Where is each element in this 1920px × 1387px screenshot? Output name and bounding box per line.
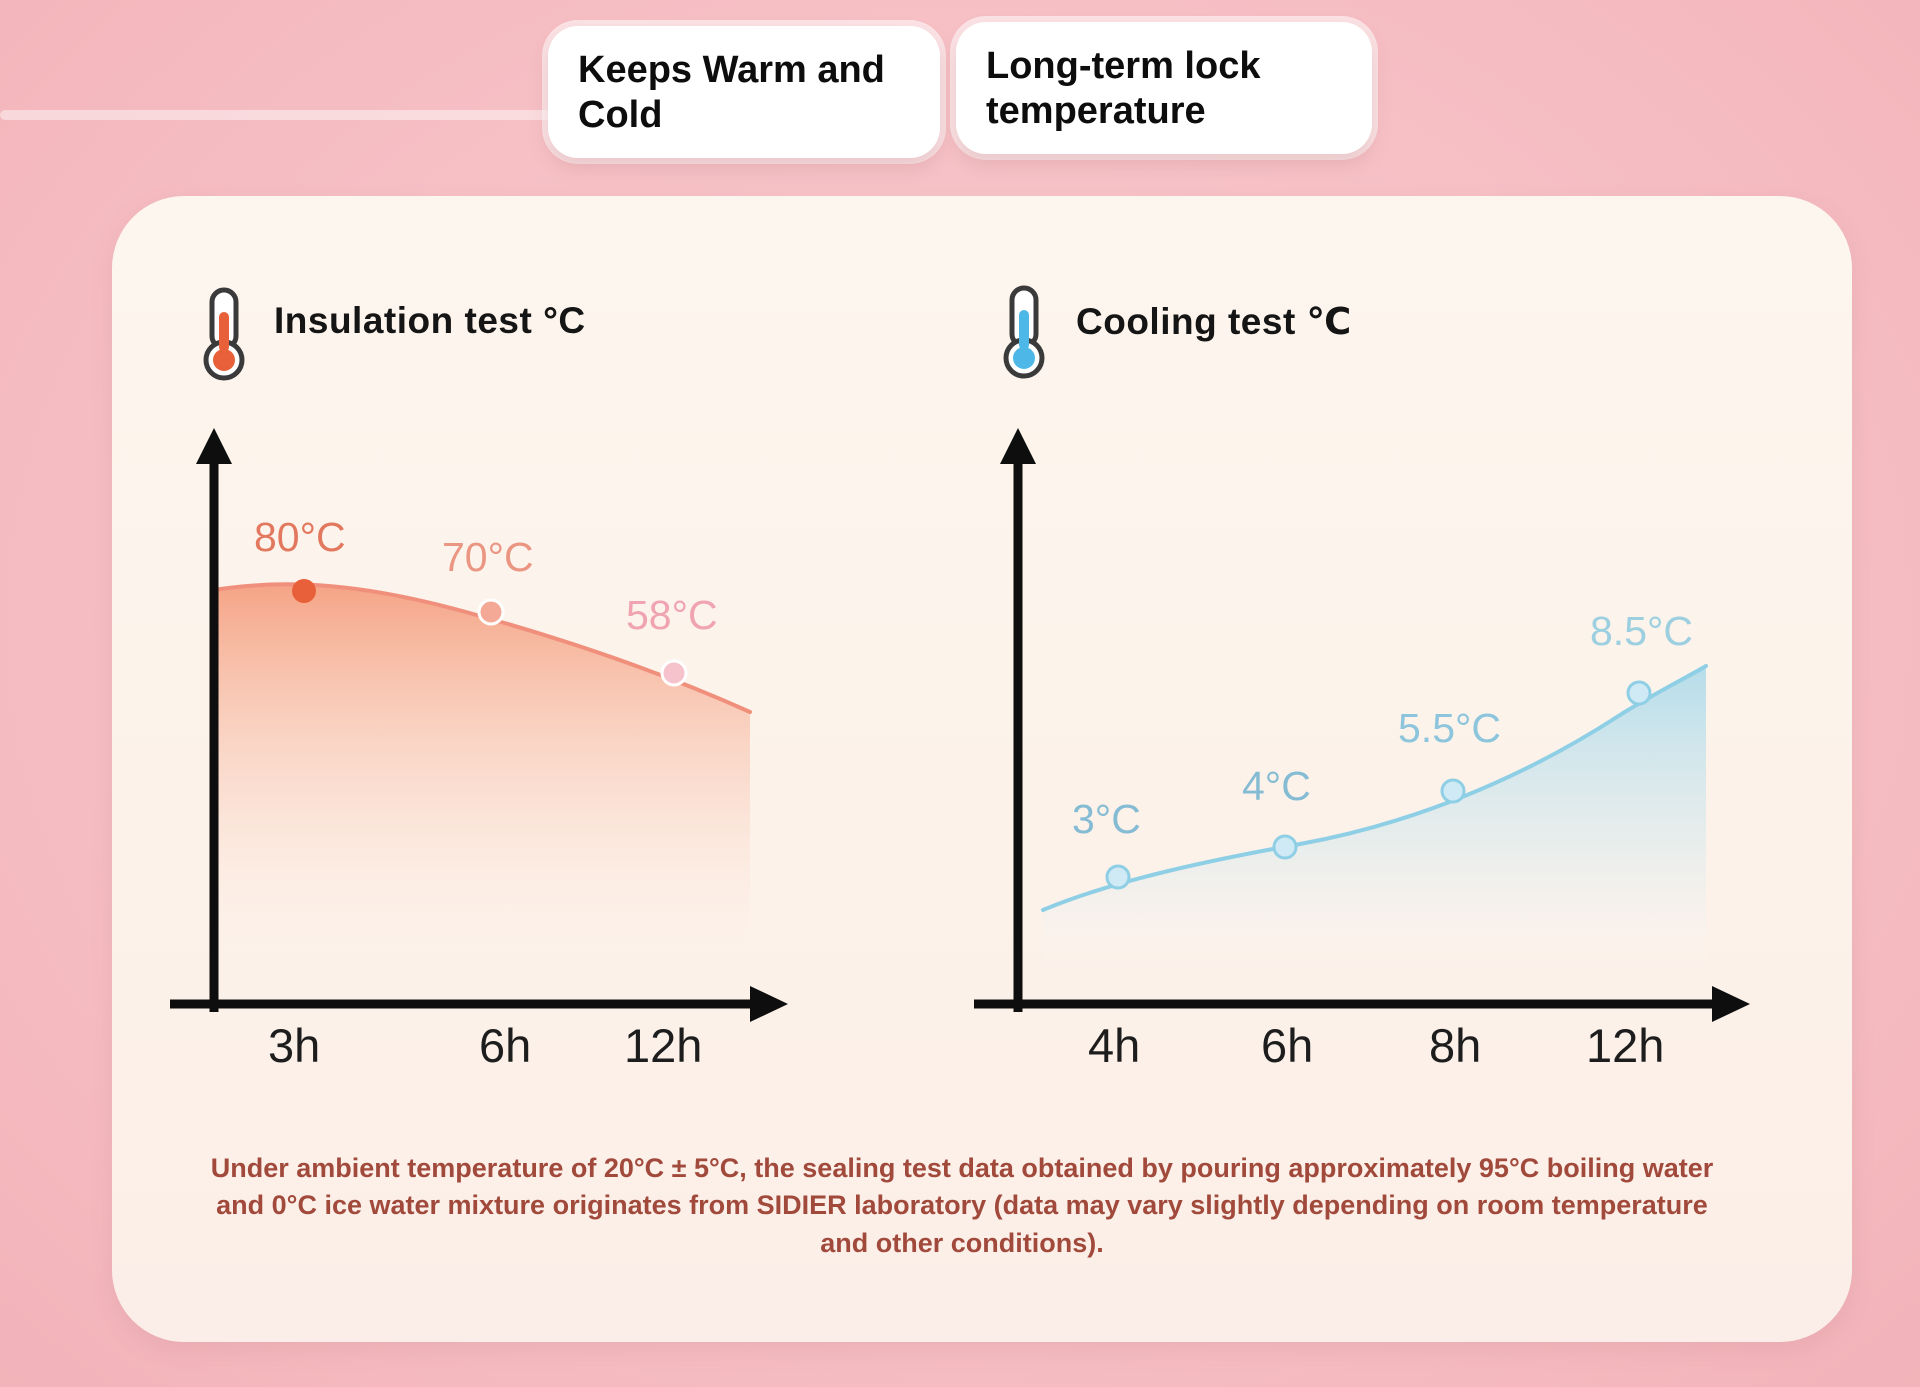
point-label-80c: 80°C — [254, 514, 346, 560]
x-axis-arrowhead — [1712, 986, 1750, 1022]
decorative-stripe — [0, 110, 560, 120]
data-point-80c — [292, 579, 316, 603]
insulation-area-fill — [214, 584, 750, 976]
tick-12h: 12h — [1586, 1019, 1665, 1072]
y-axis-arrowhead — [1000, 428, 1036, 464]
data-point-4c — [1272, 834, 1298, 860]
y-axis-arrowhead — [196, 428, 232, 464]
data-point-8-5c — [1626, 680, 1652, 706]
cooling-chart: 3°C 4°C 5.5°C 8.5°C 4h 6h 8h 12h — [960, 420, 1760, 1080]
point-label-5-5c: 5.5°C — [1398, 705, 1502, 751]
thermometer-hot-icon-svg — [203, 287, 245, 381]
tick-4h: 4h — [1088, 1019, 1141, 1072]
data-point-5-5c — [1440, 778, 1466, 804]
data-point-3c — [1105, 864, 1131, 890]
lab-disclaimer-text: Under ambient temperature of 20°C ± 5°C,… — [210, 1153, 1714, 1258]
insulation-chart-svg — [170, 428, 788, 1022]
badge-long-term-lock: Long-term lock temperature — [938, 22, 1386, 168]
tick-6h: 6h — [479, 1019, 532, 1072]
point-label-70c: 70°C — [442, 534, 534, 580]
thermometer-cold-icon — [996, 284, 1052, 380]
thermometer-hot-icon — [196, 286, 252, 382]
data-point-58c — [660, 659, 688, 687]
tick-8h: 8h — [1429, 1019, 1482, 1072]
cooling-chart-svg — [974, 428, 1750, 1022]
badge-label: Long-term lock temperature — [986, 45, 1261, 132]
badge-label: Keeps Warm and Cold — [578, 49, 885, 136]
x-axis-arrowhead — [750, 986, 788, 1022]
tick-3h: 3h — [268, 1019, 321, 1072]
tick-12h: 12h — [624, 1019, 703, 1072]
tick-6h: 6h — [1261, 1019, 1314, 1072]
thermometer-cold-icon-svg — [1003, 285, 1045, 379]
point-label-58c: 58°C — [626, 592, 718, 638]
point-label-4c: 4°C — [1242, 763, 1311, 809]
badge-keeps-warm-and-cold: Keeps Warm and Cold — [530, 26, 954, 172]
point-label-3c: 3°C — [1072, 796, 1141, 842]
cooling-chart-title: Cooling test ℃ — [1076, 301, 1352, 342]
insulation-chart-title: Insulation test °C — [274, 300, 586, 341]
point-label-8-5c: 8.5°C — [1590, 608, 1694, 654]
data-point-70c — [477, 598, 505, 626]
cooling-area-fill — [1043, 666, 1706, 976]
insulation-chart: 80°C 70°C 58°C 3h 6h 12h — [150, 420, 800, 1080]
